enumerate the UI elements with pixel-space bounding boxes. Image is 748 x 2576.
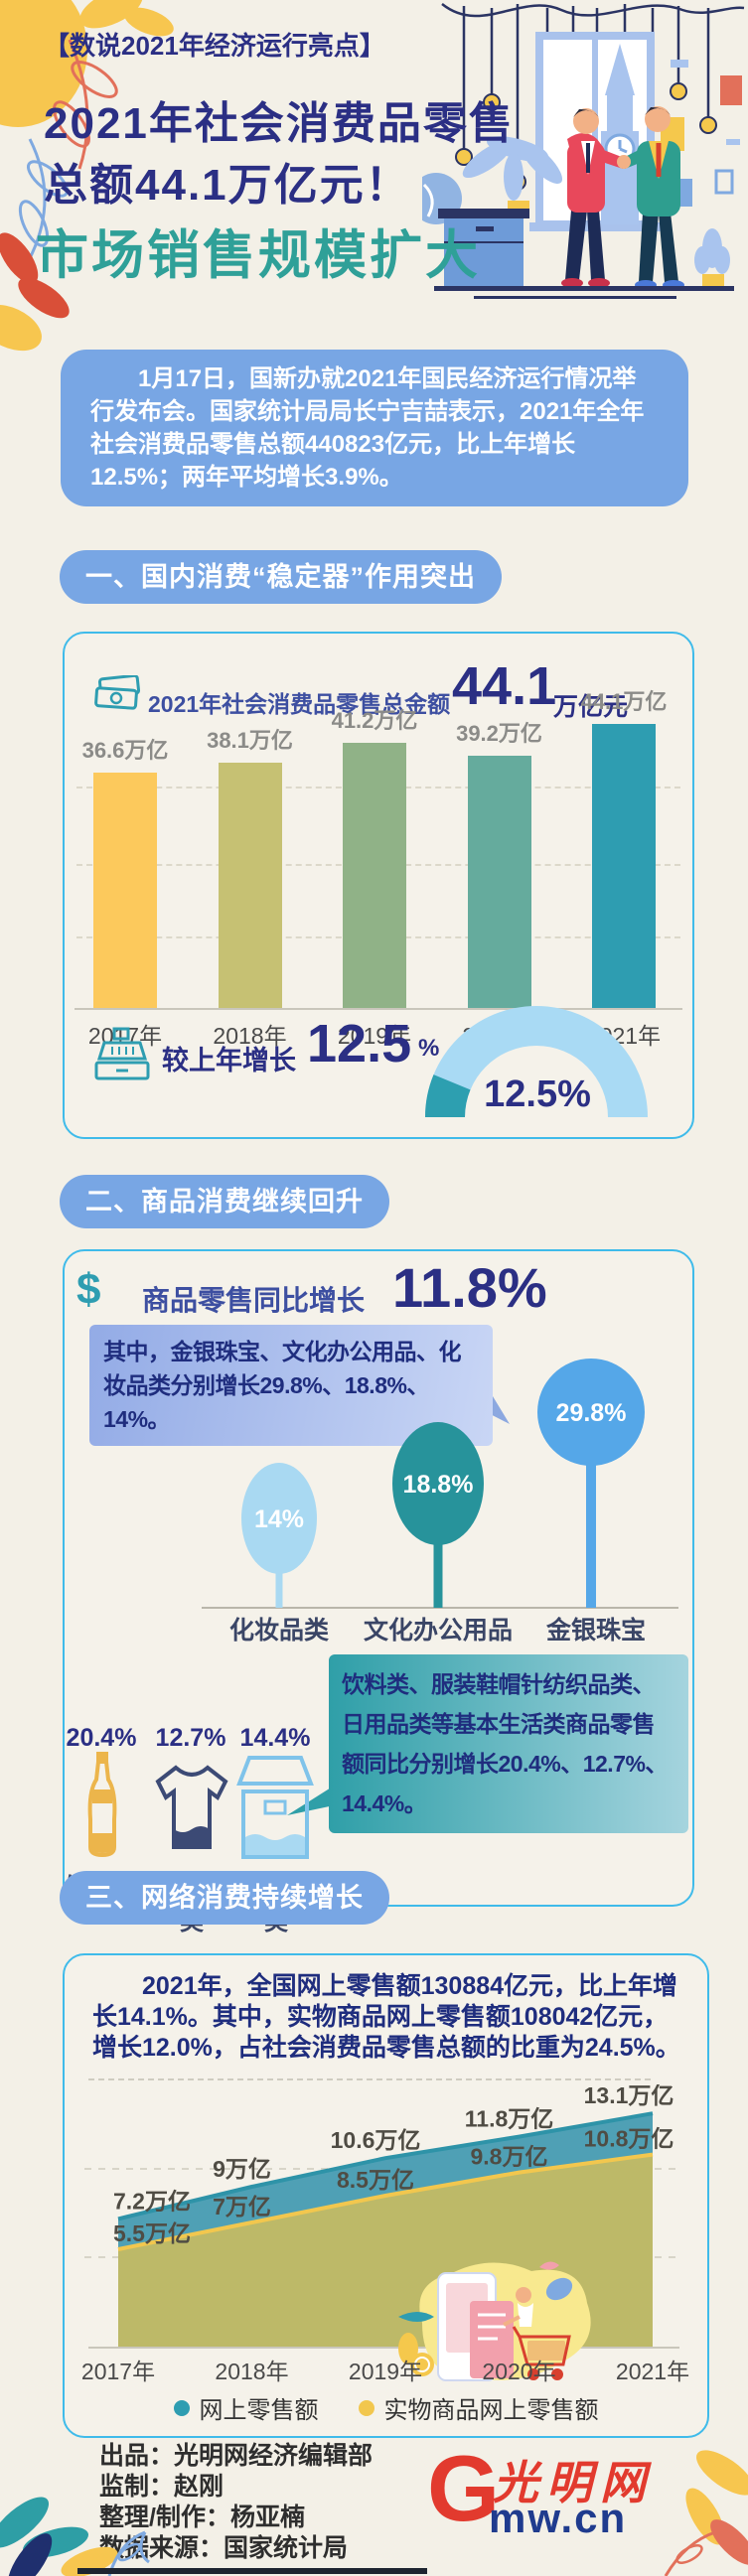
- page-title-line2: 总额44.1万亿元！: [44, 161, 411, 210]
- legend-dot-icon: [358, 2399, 374, 2416]
- x-axis-label: 2018年: [215, 2359, 289, 2384]
- growth-label: 较上年增长: [162, 1046, 296, 1075]
- area-value-label: 9.8万亿: [471, 2144, 548, 2170]
- x-axis-label: 2020年: [482, 2359, 556, 2384]
- area-chart: 7.2万亿 9万亿 10.6万亿 11.8万亿 13.1万亿 5.5万亿 7万亿 8.5万亿 9…: [84, 2084, 680, 2349]
- bar-value-label: 44.1万亿: [580, 689, 668, 714]
- legend-label: 网上零售额: [199, 2397, 319, 2424]
- credit-line: 出品：光明网经济编辑部: [99, 2442, 374, 2470]
- box-icon: [236, 1756, 314, 1859]
- x-axis-line: [75, 1008, 682, 1010]
- section-2-title: 二、商品消费继续回升: [60, 1175, 389, 1228]
- gmw-logo: G 光明网 mw.cn: [427, 2436, 656, 2546]
- card-goods-consumption: $ 商品零售同比增长 11.8% 其中，金银珠宝、文化办公用品、化妆品类分别增长…: [63, 1249, 694, 1935]
- bar: [467, 756, 531, 1009]
- section-3-title: 三、网络消费持续增长: [60, 1871, 389, 1925]
- bar-value-label: 38.1万亿: [207, 728, 293, 753]
- x-axis-label: 2017年: [80, 2359, 156, 2384]
- basic-value-textile: 12.7%: [155, 1724, 226, 1752]
- decor-leaves-bottom-left-icon: [0, 2497, 150, 2576]
- bar: [93, 773, 157, 1009]
- area-value-label: 7万亿: [213, 2194, 271, 2219]
- growth-gauge: 12.5%: [424, 1006, 648, 1117]
- online-shopping-illustration: [398, 2261, 591, 2381]
- chart2-headline-label: 商品零售同比增长: [142, 1285, 366, 1316]
- area-value-label: 9万亿: [213, 2156, 271, 2182]
- basic-value-daily: 14.4%: [239, 1724, 311, 1752]
- logo-g: G: [427, 2436, 501, 2540]
- banknote-icon: [94, 675, 141, 710]
- bar-chart: 36.6万亿 38.1万亿 41.2万亿 39.2万亿 44.1万亿: [65, 634, 692, 1009]
- bubble-category-label: 化妆品类: [229, 1617, 330, 1645]
- growth-unit: %: [418, 1035, 440, 1062]
- decor-leaves-top-left-icon: [0, 0, 174, 352]
- bar: [592, 724, 656, 1009]
- gauge-value-label: 12.5%: [484, 1073, 591, 1115]
- x-axis-label: 2021年: [615, 2359, 690, 2384]
- logo-domain: mw.cn: [489, 2495, 628, 2541]
- x-axis-label: 2019年: [348, 2359, 423, 2384]
- bubble-category-label: 文化办公用品: [364, 1616, 513, 1645]
- x-axis-label: 2019年: [337, 1023, 412, 1049]
- bar-value-label: 39.2万亿: [456, 721, 542, 746]
- page-subtitle: 市场销售规模扩大: [36, 226, 481, 285]
- chart1-headline-unit: 万亿元: [553, 693, 629, 721]
- x-axis-label: 2017年: [87, 1023, 163, 1049]
- bubble-category-label: 金银珠宝: [545, 1616, 646, 1645]
- bubble-chart: 14% 化妆品类 18.8% 文化办公用品 29.8% 金银珠宝: [202, 1359, 678, 1645]
- area-value-label: 10.8万亿: [584, 2126, 674, 2152]
- businessman-teal: [621, 106, 684, 290]
- chart1-headline-value: 44.1: [452, 656, 557, 716]
- legend-label: 实物商品网上零售额: [383, 2397, 599, 2424]
- chart-legend: 网上零售额 实物商品网上零售额: [65, 2390, 707, 2425]
- office-handshake-illustration: [422, 3, 745, 299]
- basic-value-drinks: 20.4%: [66, 1724, 137, 1752]
- dollar-icon: $: [76, 1265, 101, 1314]
- section-1-title: 一、国内消费“稳定器”作用突出: [60, 550, 502, 604]
- decor-leaves-bottom-right-icon: [664, 2450, 748, 2576]
- area-value-label: 10.6万亿: [331, 2127, 421, 2153]
- businessman-red: [561, 108, 627, 288]
- bar-value-label: 41.2万亿: [331, 708, 418, 733]
- bottom-bar: [77, 2568, 427, 2574]
- bar: [218, 763, 282, 1009]
- chart2-headline-value: 11.8%: [392, 1256, 547, 1319]
- bar-value-label: 36.6万亿: [81, 738, 169, 763]
- bubble-value-label: 29.8%: [556, 1399, 627, 1427]
- online-retail-paragraph: 2021年，全国网上零售额130884亿元，比上年增长14.1%。其中，实物商品…: [92, 1972, 680, 2062]
- page-title-line1: 2021年社会消费品零售: [44, 99, 515, 148]
- area-chart-x-labels: 2017年 2018年 2019年 2020年 2021年: [65, 2353, 707, 2384]
- tshirt-icon: [155, 1765, 228, 1849]
- logo-name: 光明网: [493, 2457, 654, 2508]
- area-value-label: 11.8万亿: [465, 2106, 554, 2132]
- intro-paragraph: 1月17日，国新办就2021年国民经济运行情况举行发布会。国家统计局局长宁吉喆表…: [61, 350, 688, 506]
- growth-value: 12.5: [307, 1014, 412, 1073]
- series-badge: 【数说2021年经济运行亮点】: [44, 31, 385, 61]
- legend-item: 网上零售额: [173, 2390, 319, 2425]
- card-retail-total: 2021年社会消费品零售总金额 44.1 万亿元 36.6万亿 38.1万亿 41.…: [63, 632, 694, 1139]
- area-value-label: 5.5万亿: [113, 2220, 191, 2246]
- bubble-value-label: 18.8%: [403, 1471, 474, 1499]
- area-value-label: 13.1万亿: [584, 2084, 674, 2108]
- credits-block: 出品：光明网经济编辑部 监制：赵刚 整理/制作：杨亚楠 数据来源：国家统计局: [99, 2441, 373, 2564]
- chart1-title: 2021年社会消费品零售总金额: [148, 691, 451, 717]
- credit-line: 整理/制作：杨亚楠: [99, 2504, 305, 2531]
- bubble-value-label: 14%: [254, 1505, 304, 1533]
- bar: [343, 743, 406, 1009]
- legend-dot-icon: [173, 2399, 190, 2416]
- dashed-divider: [88, 2078, 651, 2080]
- bottle-icon: [87, 1752, 117, 1858]
- area-value-label: 8.5万亿: [337, 2167, 414, 2193]
- area-value-label: 7.2万亿: [113, 2188, 191, 2214]
- credit-line: 监制：赵刚: [99, 2473, 224, 2501]
- card-online-retail: 2021年，全国网上零售额130884亿元，比上年增长14.1%。其中，实物商品…: [63, 1953, 709, 2438]
- legend-item: 实物商品网上零售额: [358, 2390, 599, 2425]
- speech-bubble-2: 饮料类、服装鞋帽针纺织品类、日用品类等基本生活类商品零售额同比分别增长20.4%…: [329, 1654, 688, 1833]
- x-axis-label: 2018年: [213, 1023, 287, 1049]
- cash-register-icon: [94, 1027, 150, 1080]
